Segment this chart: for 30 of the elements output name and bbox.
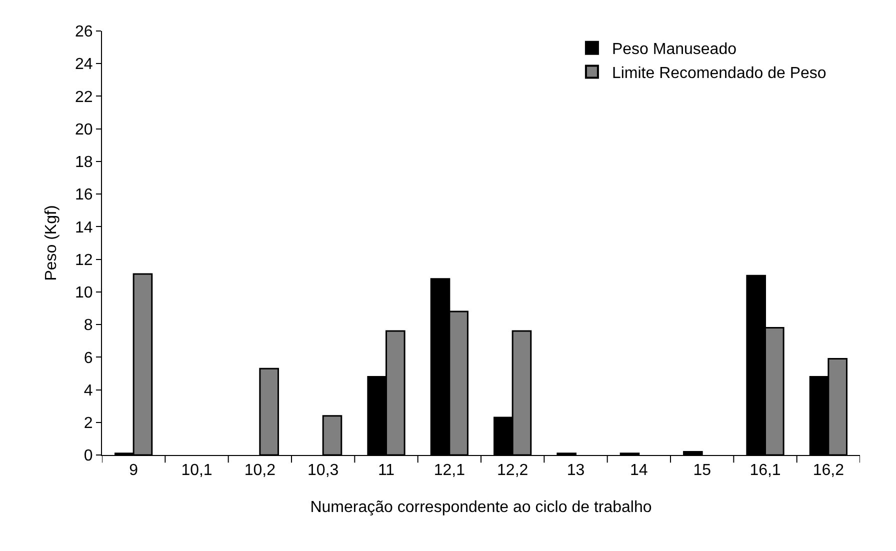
y-tick-label: 18 <box>75 154 93 172</box>
x-tick-label: 11 <box>378 462 395 480</box>
x-tick-label: 12,1 <box>434 462 466 480</box>
x-tick-label: 14 <box>630 462 648 480</box>
y-tick-label: 2 <box>84 414 93 432</box>
x-tick-label: 10,2 <box>244 462 276 480</box>
y-tick-label: 12 <box>75 252 93 269</box>
y-tick-label: 24 <box>75 56 93 74</box>
y-tick-label: 0 <box>84 448 93 465</box>
y-tick-label: 26 <box>75 24 93 41</box>
y-tick-label: 6 <box>84 350 93 367</box>
legend-label: Peso Manuseado <box>612 41 737 58</box>
y-tick-label: 4 <box>84 382 93 400</box>
x-tick-label: 10,3 <box>308 462 339 480</box>
y-axis-title: Peso (Kgf) <box>42 205 60 281</box>
x-tick-label: 15 <box>693 462 712 480</box>
x-axis-title: Numeração correspondente ao ciclo de trabalho <box>310 498 652 516</box>
y-tick-label: 10 <box>75 284 93 302</box>
y-tick-label: 20 <box>75 121 93 138</box>
y-tick-label: 14 <box>75 219 93 236</box>
x-tick-label: 10,1 <box>181 462 212 480</box>
legend-label: Limite Recomendado de Peso <box>612 64 826 82</box>
x-tick-label: 16,1 <box>750 462 781 480</box>
x-tick-label: 9 <box>129 462 138 480</box>
x-tick-label: 13 <box>566 462 585 480</box>
y-tick-label: 22 <box>75 88 93 106</box>
y-tick-label: 16 <box>75 186 93 204</box>
x-tick-label: 12,2 <box>497 462 528 480</box>
x-tick-label: 16,2 <box>812 462 844 480</box>
y-tick-label: 8 <box>84 317 93 334</box>
